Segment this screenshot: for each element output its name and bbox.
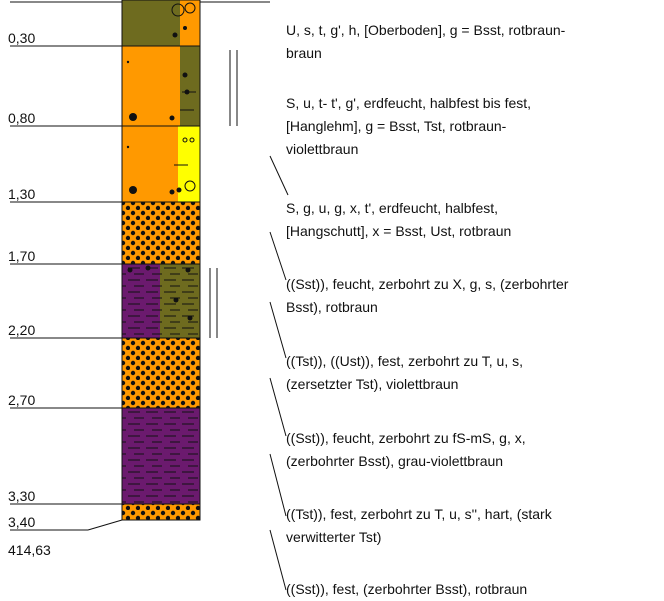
depth-label: 0,80 <box>8 110 36 126</box>
layer-description: S, g, u, g, x, t', erdfeucht, halbfest, … <box>286 200 512 239</box>
depth-label: 2,20 <box>8 322 36 338</box>
layer-description: ((Sst)), feucht, zerbohrt zu fS-mS, g, x… <box>286 430 526 469</box>
depth-label: 3,30 <box>8 488 36 504</box>
elevation-label: 414,63 <box>8 542 51 558</box>
depth-label: 1,70 <box>8 248 36 264</box>
layer-description: ((Sst)), feucht, zerbohrt zu X, g, s, (z… <box>286 276 569 315</box>
layer-description: ((Sst)), fest, (zerbohrter Bsst), rotbra… <box>286 581 528 597</box>
depth-label: 1,30 <box>8 186 36 202</box>
depth-label: 0,30 <box>8 30 36 46</box>
layer-description: ((Tst)), fest, zerbohrt zu T, u, s'', ha… <box>286 506 552 545</box>
depth-label: 2,70 <box>8 392 36 408</box>
depth-label: 3,40 <box>8 514 36 530</box>
layer-description: ((Tst)), ((Ust)), fest, zerbohrt zu T, u… <box>286 353 523 392</box>
layer-description: U, s, t, g', h, [Oberboden], g = Bsst, r… <box>286 22 566 61</box>
layer-description: S, u, t- t', g', erdfeucht, halbfest bis… <box>286 95 532 157</box>
